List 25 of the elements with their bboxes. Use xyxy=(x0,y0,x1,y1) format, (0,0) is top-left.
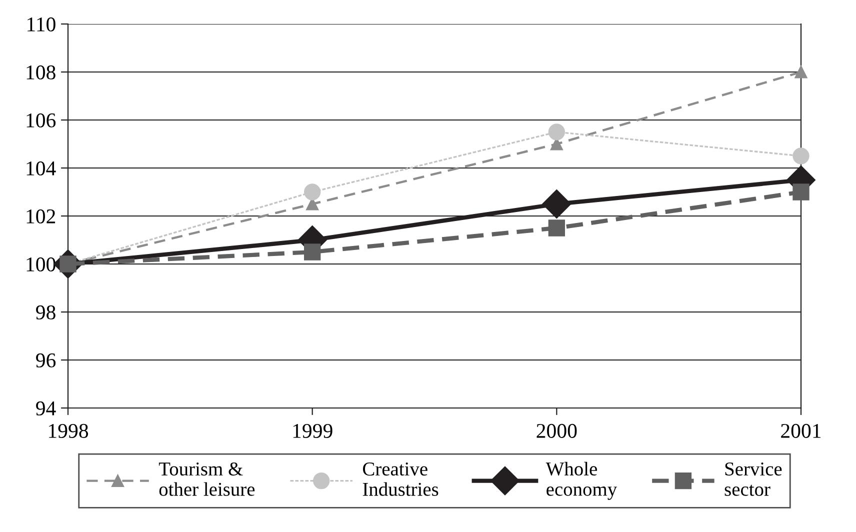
point xyxy=(304,244,321,260)
legend-label: Creative Industries xyxy=(362,462,438,496)
y-tick-label: 94 xyxy=(36,401,56,416)
y-tick-label: 98 xyxy=(36,305,56,320)
legend-label: Tourism & other leisure xyxy=(158,462,255,496)
y-tick-label: 102 xyxy=(26,209,56,224)
y-tick-label: 96 xyxy=(36,353,56,368)
point xyxy=(304,184,321,200)
point xyxy=(792,184,810,200)
point xyxy=(548,124,565,140)
point xyxy=(542,190,572,218)
x-tick-label: 1999 xyxy=(293,424,332,438)
x-tick-label: 2000 xyxy=(536,424,577,438)
y-tick-label: 100 xyxy=(26,257,56,272)
x-tick-label: 2001 xyxy=(781,424,821,438)
y-tick-label: 104 xyxy=(26,161,56,176)
y-tick-label: 108 xyxy=(26,65,56,80)
legend-label: Whole economy xyxy=(546,462,618,500)
legend-label: Service sector xyxy=(724,462,782,496)
point xyxy=(792,148,810,164)
point xyxy=(548,220,565,236)
point xyxy=(794,66,808,78)
y-tick-label: 106 xyxy=(26,113,56,128)
x-tick-label: 1998 xyxy=(49,424,88,438)
y-tick-label: 110 xyxy=(28,17,56,32)
